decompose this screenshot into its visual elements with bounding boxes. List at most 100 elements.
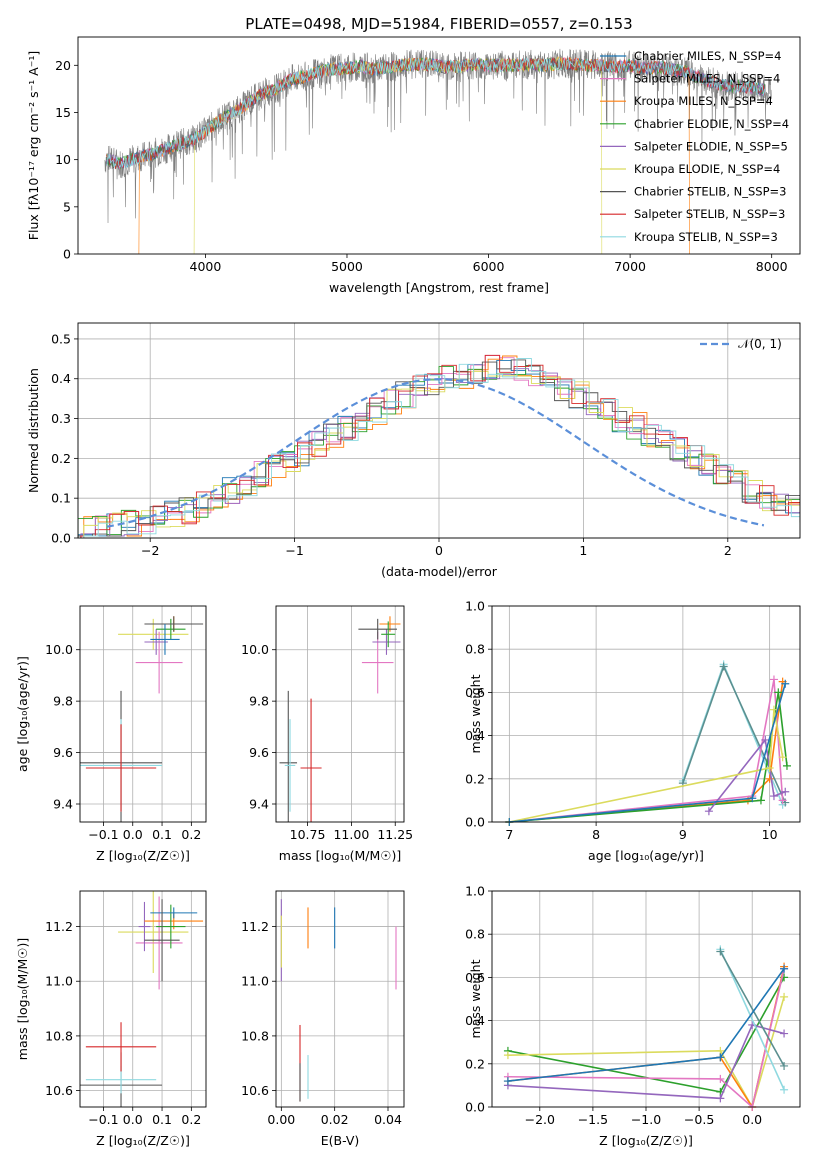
- mass-weight-marker: [716, 1074, 725, 1083]
- plot-frame: [275, 890, 405, 1108]
- x-tick-label: 5000: [331, 259, 363, 274]
- y-tick-label: 9.4: [53, 797, 73, 812]
- y-axis-label: mass weight: [468, 674, 483, 753]
- y-axis-label: age [log₁₀(age/yr)]: [15, 656, 30, 772]
- mass-weight-marker: [756, 796, 765, 805]
- y-tick-label: 10: [55, 152, 71, 167]
- y-tick-label: 0.1: [51, 491, 71, 506]
- y-tick-label: 11.2: [241, 919, 269, 934]
- x-tick-label: 0.0: [123, 827, 143, 842]
- x-tick-label: 4000: [190, 259, 222, 274]
- x-tick-label: −1: [285, 543, 303, 558]
- mass-weight-line: [719, 951, 785, 1067]
- x-axis-label: (data-model)/error: [381, 564, 498, 579]
- x-axis-label: Z [log₁₀(Z/Z☉)]: [96, 848, 190, 863]
- x-tick-label: −1.5: [578, 1112, 608, 1127]
- y-tick-label: 0.8: [465, 642, 485, 657]
- y-tick-label: 10.0: [241, 642, 269, 657]
- x-tick-label: 11.00: [333, 827, 369, 842]
- gaussian-curve: [106, 378, 765, 528]
- mass-weight-marker: [780, 992, 789, 1001]
- histogram-step: [83, 370, 800, 538]
- legend-label: Salpeter ELODIE, N_SSP=5: [634, 139, 788, 153]
- x-tick-label: −0.1: [88, 827, 118, 842]
- chart-title: PLATE=0498, MJD=51984, FIBERID=0557, z=0…: [245, 15, 632, 33]
- mass-weight-marker: [780, 964, 789, 973]
- y-tick-label: 0.0: [51, 531, 71, 546]
- mass-weight-marker: [769, 675, 778, 684]
- mass-weight-marker: [780, 1085, 789, 1094]
- x-tick-label: 0.02: [321, 1112, 349, 1127]
- y-axis-label: Flux [fλ10⁻¹⁷ erg cm⁻² s⁻¹ A⁻¹]: [26, 51, 41, 240]
- y-tick-label: 0.8: [465, 927, 485, 942]
- mass-weight-marker: [716, 1053, 725, 1062]
- x-tick-label: 7000: [614, 259, 646, 274]
- mass-weight-marker: [780, 1061, 789, 1070]
- y-tick-label: 0.4: [465, 1013, 485, 1028]
- legend-label: Salpeter MILES, N_SSP=4: [634, 72, 780, 86]
- x-tick-label: −2: [141, 543, 159, 558]
- y-axis-label: mass [log₁₀(M/M☉)]: [15, 938, 30, 1060]
- plot-frame: [275, 605, 405, 823]
- x-axis-label: mass [log₁₀(M/M☉)]: [279, 848, 401, 863]
- mass-weight-line: [509, 692, 788, 823]
- y-tick-label: 0.2: [465, 771, 485, 786]
- mass-weight-marker: [748, 794, 757, 803]
- x-tick-label: 7: [505, 827, 513, 842]
- plot-frame: [491, 605, 801, 823]
- histogram-step: [78, 359, 800, 538]
- legend-label: Kroupa MILES, N_SSP=4: [634, 94, 773, 108]
- y-tick-label: 10.8: [241, 1028, 269, 1043]
- mass-weight-line: [509, 681, 784, 823]
- y-tick-label: 1.0: [465, 884, 485, 899]
- y-tick-label: 0.6: [465, 970, 485, 985]
- x-tick-label: 9: [679, 827, 687, 842]
- y-tick-label: 20: [55, 58, 71, 73]
- legend-label: Kroupa STELIB, N_SSP=3: [634, 230, 778, 244]
- plot-frame: [79, 605, 207, 823]
- x-tick-label: 11.25: [377, 827, 413, 842]
- x-tick-label: 10: [762, 827, 778, 842]
- mass-weight-line: [507, 1023, 785, 1100]
- mass-weight-marker: [769, 705, 778, 714]
- y-tick-label: 10.6: [241, 1083, 269, 1098]
- legend-label: Chabrier MILES, N_SSP=4: [634, 49, 781, 63]
- mass-weight-line: [509, 679, 784, 823]
- y-tick-label: 11.0: [241, 974, 269, 989]
- legend-label: 𝒩(0, 1): [738, 337, 782, 351]
- y-tick-label: 1.0: [465, 599, 485, 614]
- histogram-step: [83, 355, 800, 538]
- mass-weight-marker: [716, 947, 725, 956]
- y-tick-label: 5: [63, 199, 71, 214]
- y-tick-label: 0.0: [465, 815, 485, 830]
- mass-weight-marker: [774, 688, 783, 697]
- mass-weight-marker: [743, 796, 752, 805]
- x-tick-label: −2.0: [525, 1112, 555, 1127]
- plot-frame: [77, 322, 801, 539]
- mass-weight-marker: [781, 787, 790, 796]
- model-spectrum-line: [105, 56, 765, 169]
- x-tick-label: −0.1: [88, 1112, 118, 1127]
- y-axis-label: Normed distribution: [26, 368, 41, 493]
- y-tick-label: 0.2: [51, 451, 71, 466]
- x-tick-label: 8000: [756, 259, 788, 274]
- y-tick-label: 9.6: [249, 745, 269, 760]
- mass-weight-marker: [781, 679, 790, 688]
- mass-weight-marker: [503, 1077, 512, 1086]
- x-tick-label: 0.04: [374, 1112, 402, 1127]
- x-tick-label: 10.75: [290, 827, 326, 842]
- y-tick-label: 0.4: [51, 371, 71, 386]
- legend-label: Salpeter STELIB, N_SSP=3: [634, 207, 785, 221]
- x-tick-label: 8: [592, 827, 600, 842]
- x-tick-label: −1.0: [631, 1112, 661, 1127]
- y-tick-label: 9.6: [53, 745, 73, 760]
- y-tick-label: 0.0: [465, 1100, 485, 1115]
- y-tick-label: 0.3: [51, 411, 71, 426]
- mass-weight-line: [509, 709, 784, 823]
- legend-label: Chabrier STELIB, N_SSP=3: [634, 185, 786, 199]
- y-tick-label: 0.2: [465, 1056, 485, 1071]
- y-tick-label: 0.6: [465, 685, 485, 700]
- histogram-step: [80, 368, 800, 538]
- plot-frame: [491, 890, 801, 1108]
- legend-label: Chabrier ELODIE, N_SSP=4: [634, 117, 789, 131]
